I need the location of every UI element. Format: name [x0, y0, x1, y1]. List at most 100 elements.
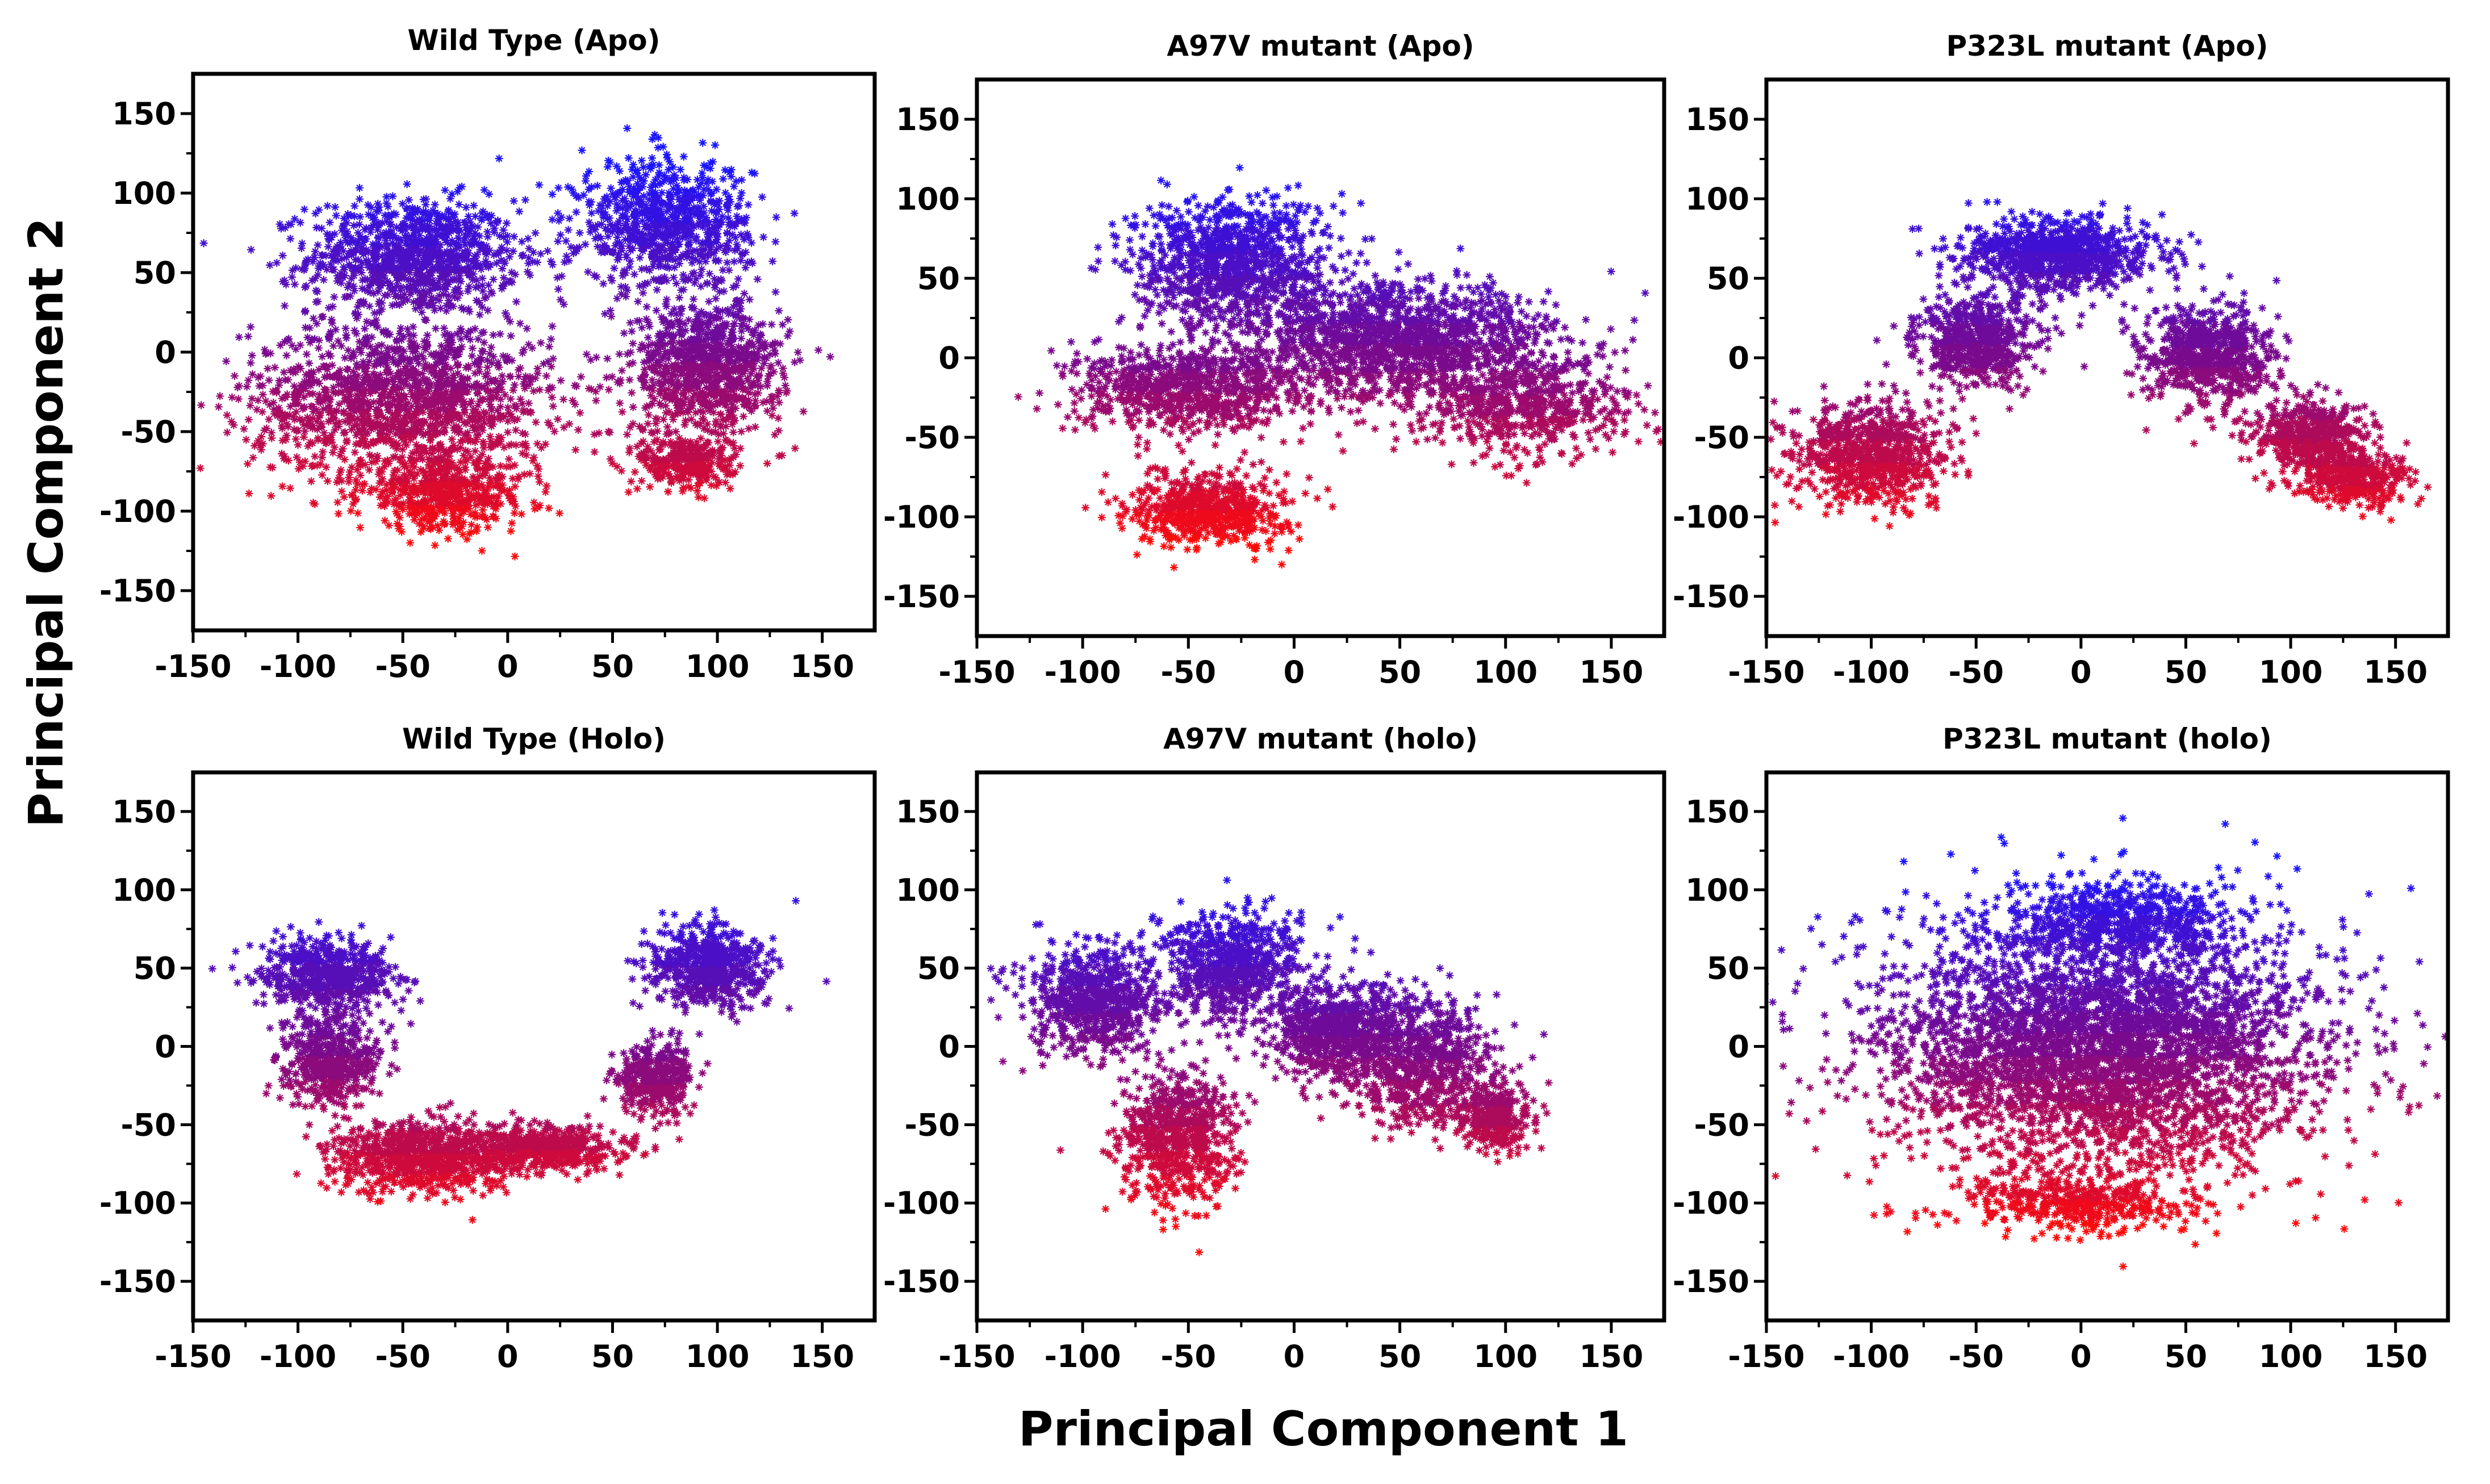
x-tick-label: -150 [154, 649, 231, 684]
y-tick-label: -50 [904, 420, 960, 455]
scatter-mark [1528, 1053, 1537, 1061]
scatter-mark [1108, 199, 1365, 231]
panel-title: Wild Type (Apo) [407, 24, 660, 57]
x-tick-label: -50 [375, 649, 431, 684]
scatter-mark [1282, 946, 1375, 968]
x-tick-label: 50 [591, 1339, 634, 1374]
scatter-mark [1843, 1148, 2379, 1180]
y-tick-label: 150 [112, 96, 176, 132]
scatter-mark [1031, 915, 1181, 945]
scatter-mark [554, 217, 780, 249]
x-axis-label: Principal Component 1 [1018, 1401, 1628, 1457]
y-tick-label: -100 [883, 499, 960, 535]
scatter-mark [1133, 533, 1304, 572]
y-tick-label: -100 [1673, 1185, 1749, 1221]
scatter-mark [449, 1112, 681, 1132]
scatter-mark [313, 281, 507, 296]
scatter-mark [548, 193, 799, 225]
scatter-mark [603, 1055, 712, 1086]
scatter-mark [1770, 393, 1958, 421]
scatter-mark [1187, 318, 1637, 350]
scatter-mark [1899, 814, 2301, 873]
y-tick-label: 0 [1728, 1029, 1749, 1065]
scatter-mark [556, 289, 713, 319]
x-tick-label: 150 [2363, 1339, 2428, 1374]
scatter-mark [271, 1030, 399, 1063]
scatter-mark [1766, 437, 1966, 469]
scatter-mark [1081, 485, 1337, 517]
x-tick-label: 50 [1378, 654, 1421, 690]
scatter-mark [629, 984, 793, 1013]
scatter-mark [242, 432, 599, 463]
y-tick-label: 50 [1707, 951, 1749, 986]
scatter-mark [725, 456, 771, 468]
scatter-mark [398, 527, 519, 561]
scatter-mark [2075, 321, 2084, 330]
scatter-mark [334, 503, 553, 534]
scatter-mark [391, 438, 530, 463]
scatter-mark [608, 455, 745, 487]
scatter-mark [1114, 304, 1168, 326]
scatter-mark [480, 338, 488, 347]
x-tick-label: -50 [1948, 654, 2004, 690]
scatter-mark [1907, 294, 2059, 326]
scatter-mark [1101, 1195, 1222, 1224]
y-tick-label: -50 [120, 1107, 176, 1143]
scatter-mark [2311, 424, 2358, 445]
scatter-mark [317, 1172, 531, 1203]
scatter-mark [1935, 270, 2182, 302]
x-tick-label: 50 [2165, 1339, 2207, 1374]
y-tick-label: 50 [133, 255, 176, 291]
scatter-mark [301, 1101, 365, 1129]
scatter-mark [1770, 485, 1941, 517]
scatter-mark [1148, 893, 1344, 921]
scatter-mark [2119, 318, 2293, 350]
x-tick-label: 150 [790, 1339, 854, 1374]
scatter-mark [1058, 413, 1343, 444]
plot-frame [1764, 77, 2450, 638]
scatter-mark [1849, 1030, 2448, 1063]
y-tick-label: 100 [1685, 181, 1749, 217]
scatter-mark [1393, 366, 1652, 398]
scatter-mark [333, 1103, 525, 1133]
scatter-mark [2088, 295, 2282, 326]
x-tick-label: 100 [1473, 654, 1538, 690]
x-tick-label: -50 [1161, 1339, 1217, 1374]
scatter-mark [1771, 509, 1915, 530]
y-tick-label: 150 [112, 794, 176, 830]
scatter-mark [1332, 1007, 1548, 1039]
scatter-mark [231, 937, 387, 968]
y-tick-label: 100 [112, 872, 176, 908]
panel-title: A97V mutant (holo) [1163, 722, 1478, 755]
x-tick-label: 150 [1580, 654, 1644, 690]
panel-3: P323L mutant (Apo) -150 -100 -50 0 50 100 150 -1… [1673, 30, 2450, 690]
scatter-mark [1811, 1125, 2358, 1156]
scatter-mark [998, 1054, 1163, 1084]
scatter-points [1014, 164, 1664, 572]
y-tick-label: -150 [99, 573, 176, 609]
scatter-mark [1374, 342, 1630, 374]
scatter-mark [1768, 461, 1973, 493]
panel-title: P323L mutant (holo) [1942, 722, 2272, 755]
y-tick-label: 0 [938, 340, 960, 376]
scatter-mark [604, 408, 783, 439]
scatter-mark [1221, 271, 1649, 302]
x-tick-label: -100 [1045, 1339, 1121, 1374]
scatter-mark [1376, 390, 1659, 421]
scatter-mark [1157, 176, 1346, 207]
y-tick-label: -100 [1673, 499, 1749, 535]
scatter-mark [1028, 937, 1176, 968]
x-tick-label: 150 [2363, 654, 2428, 690]
scatter-mark [223, 408, 603, 440]
y-tick-label: 0 [154, 335, 176, 370]
scatter-mark [1307, 228, 1465, 253]
panel-2: A97V mutant (Apo) -150 -100 -50 0 50 100 150 -15… [883, 30, 1666, 690]
scatter-mark [1933, 1219, 2188, 1243]
scatter-mark [507, 265, 780, 296]
scatter-mark [2287, 381, 2343, 397]
scatter-mark [1379, 964, 1454, 990]
x-tick-label: 100 [686, 1339, 750, 1374]
scatter-mark [1142, 960, 1321, 992]
scatter-mark [648, 1026, 684, 1038]
scatter-mark [606, 436, 740, 463]
